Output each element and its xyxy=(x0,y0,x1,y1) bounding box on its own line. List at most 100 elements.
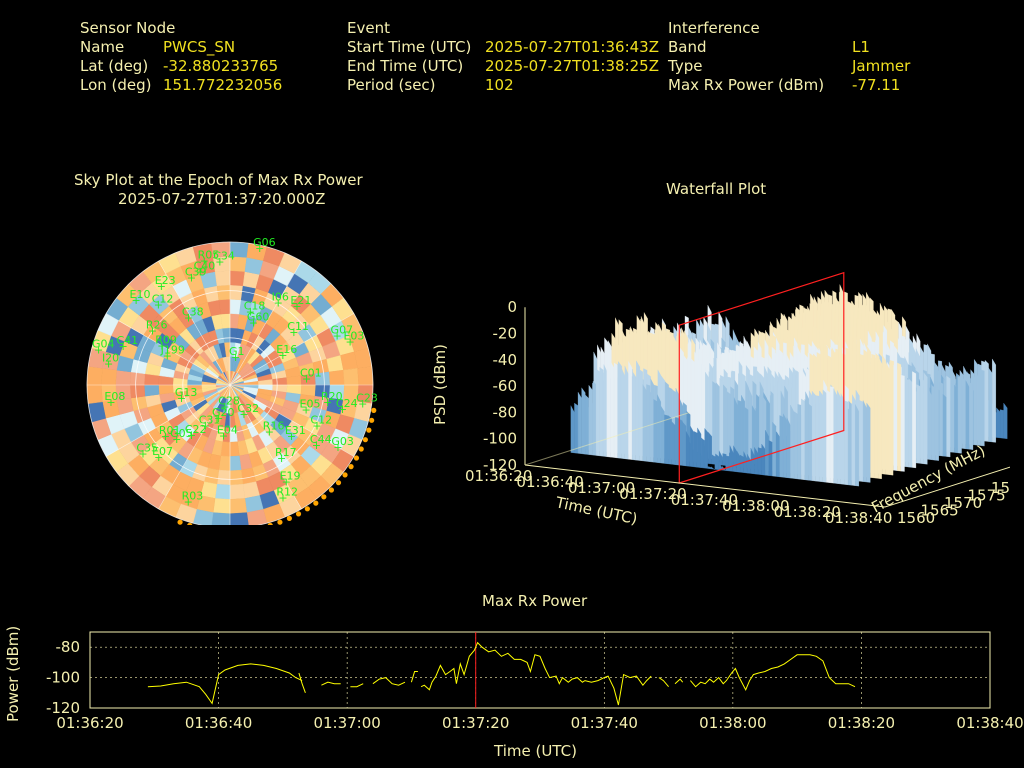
satellite-label: G06 xyxy=(253,236,276,249)
waterfall-epoch-marker xyxy=(678,271,845,484)
waterfall-cell xyxy=(783,413,787,478)
waterfall-cell xyxy=(942,393,947,457)
satellite-label: E04 xyxy=(217,423,238,436)
satellite-marker: + xyxy=(302,372,311,385)
max-rx-value: -77.11 xyxy=(852,76,901,94)
sky-spoke xyxy=(106,384,231,457)
satellite-label: C12 xyxy=(310,413,332,426)
satellite-marker: + xyxy=(184,495,193,508)
sky-cell xyxy=(101,367,117,386)
waterfall-cell xyxy=(715,382,720,461)
satellite-marker: + xyxy=(200,255,209,268)
waterfall-cell xyxy=(931,384,936,461)
waterfall-cell xyxy=(653,399,658,463)
maxrx-y-tick: -80 xyxy=(56,638,81,656)
satellite-label: G04 xyxy=(92,338,115,351)
satellite-label: E10 xyxy=(130,288,151,301)
skyplot-epoch: 2025-07-27T01:37:20.000Z xyxy=(118,190,326,208)
waterfall-time-tick: 01:37:00 xyxy=(568,479,635,497)
satellite-marker: + xyxy=(106,396,115,409)
satellite-label: G05 xyxy=(170,427,193,440)
horizon-marker xyxy=(369,417,375,423)
satellite-marker: + xyxy=(302,404,311,417)
band-value: L1 xyxy=(852,38,870,56)
lon-value: 151.772232056 xyxy=(163,76,283,94)
waterfall-z-tick: -40 xyxy=(493,351,518,369)
waterfall-cell xyxy=(992,358,996,443)
waterfall-time-tick: 01:38:00 xyxy=(722,497,789,515)
waterfall-freq-tick: 1570 xyxy=(944,494,982,512)
waterfall-cell xyxy=(801,398,805,480)
waterfall-cell xyxy=(574,402,579,454)
sky-cell xyxy=(229,512,249,525)
lon-label: Lon (deg) xyxy=(80,76,152,94)
sky-spoke xyxy=(229,313,354,386)
sky-spoke xyxy=(106,313,231,386)
sky-spoke xyxy=(158,384,231,509)
waterfall-cell xyxy=(837,390,841,485)
waterfall-chart: 0-20-40-60-80-100-12001:36:2001:36:4001:… xyxy=(431,271,1010,528)
horizon-marker xyxy=(342,472,348,478)
waterfall-cell xyxy=(862,400,867,483)
satellite-label: C22 xyxy=(185,423,207,436)
waterfall-time-tick: 01:38:20 xyxy=(774,503,841,521)
waterfall-cell xyxy=(882,354,887,475)
satellite-marker: + xyxy=(278,491,287,504)
satellite-marker: + xyxy=(154,451,163,464)
waterfall-cell xyxy=(819,390,823,483)
waterfall-cell xyxy=(950,381,955,453)
satellite-marker: + xyxy=(184,312,193,325)
sky-cell xyxy=(229,441,240,457)
waterfall-cell xyxy=(946,375,951,458)
satellite-label: E23 xyxy=(155,274,176,287)
waterfall-cell xyxy=(954,384,959,454)
start-time-value: 2025-07-27T01:36:43Z xyxy=(485,38,659,56)
satellite-marker: + xyxy=(172,433,181,446)
waterfall-surface xyxy=(570,284,1008,487)
waterfall-cell xyxy=(682,421,687,467)
waterfall-cell xyxy=(667,415,672,465)
satellite-label: R12 xyxy=(276,485,298,498)
waterfall-axes: 0-20-40-60-80-100-12001:36:2001:36:4001:… xyxy=(431,271,1010,528)
maxrx-chart-title: Max Rx Power xyxy=(482,592,588,610)
horizon-marker xyxy=(362,437,368,443)
satellite-marker: + xyxy=(187,271,196,284)
satellite-marker: + xyxy=(201,419,210,432)
satellite-marker: + xyxy=(277,452,286,465)
satellite-label: C41 xyxy=(116,334,138,347)
waterfall-cell xyxy=(923,372,928,465)
waterfall-cell xyxy=(851,402,856,486)
waterfall-cell xyxy=(685,431,690,467)
satellite-marker: + xyxy=(154,299,163,312)
waterfall-cell xyxy=(725,456,730,472)
satellite-marker: + xyxy=(274,296,283,309)
waterfall-cell xyxy=(962,377,966,450)
maxrx-x-tick: 01:36:20 xyxy=(56,714,123,732)
skyplot-grid xyxy=(86,241,377,525)
maxrx-trace xyxy=(420,641,652,706)
satellite-label: E07 xyxy=(152,445,173,458)
waterfall-cell xyxy=(657,394,661,464)
waterfall-cell xyxy=(577,391,582,454)
horizon-marker xyxy=(366,427,372,433)
satellite-marker: + xyxy=(255,242,264,255)
sky-cell xyxy=(86,366,103,386)
satellite-marker: + xyxy=(287,430,296,443)
sky-cell xyxy=(229,284,244,301)
satellite-label: R03 xyxy=(182,489,204,502)
waterfall-cell xyxy=(919,375,924,465)
period-value: 102 xyxy=(485,76,514,94)
waterfall-cell xyxy=(999,409,1004,439)
satellite-label: E16 xyxy=(276,343,297,356)
maxrx-x-tick: 01:36:40 xyxy=(185,714,252,732)
horizon-marker xyxy=(177,519,183,525)
waterfall-cell xyxy=(977,374,981,446)
waterfall-freq-tick: 1565 xyxy=(921,502,959,520)
satellite-marker: + xyxy=(249,316,258,329)
satellite-label: C28 xyxy=(218,394,240,407)
maxrx-x-tick: 01:37:00 xyxy=(313,714,380,732)
waterfall-cell xyxy=(649,391,654,463)
waterfall-cell xyxy=(897,362,902,472)
sky-cell xyxy=(229,455,242,472)
waterfall-cell xyxy=(874,356,879,479)
